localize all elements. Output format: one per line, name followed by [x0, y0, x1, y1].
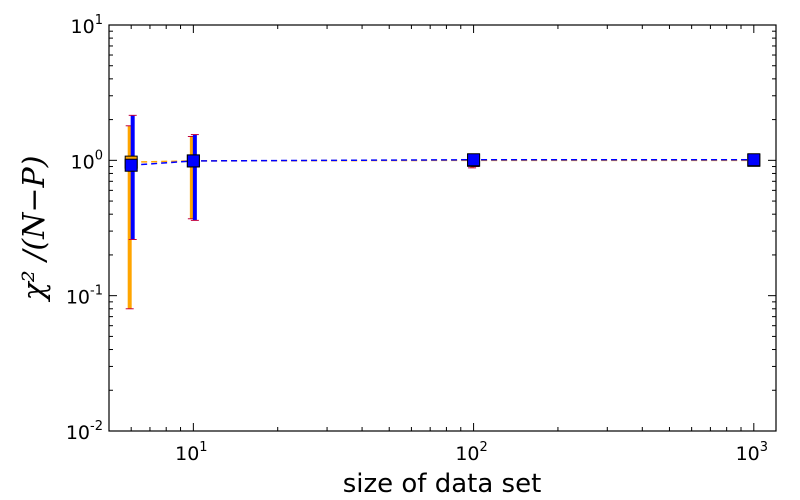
x-tick-label: 103 [736, 440, 768, 465]
x-tick-label: 102 [455, 440, 487, 465]
series-1-markers [124, 153, 761, 169]
data-point-marker [186, 154, 200, 168]
y-tick-label: 100 [71, 148, 103, 173]
series-2-markers [124, 153, 761, 172]
x-axis-label: size of data set [343, 469, 542, 499]
data-point-marker [467, 153, 481, 167]
plot-frame [108, 24, 777, 432]
x-tick-label: 101 [175, 440, 207, 465]
y-tick-label: 10-2 [66, 419, 103, 444]
y-tick-label: 10-1 [66, 284, 103, 309]
series-2 [128, 114, 760, 241]
data-point-marker [747, 153, 761, 167]
series-layer [124, 114, 761, 310]
series-line [131, 158, 754, 166]
data-point-marker [124, 158, 138, 172]
ticks-layer: 101 102 103 10-2 10-1 100 101 [66, 13, 776, 465]
y-tick-label: 101 [71, 13, 103, 38]
series-1 [125, 125, 757, 310]
y-axis-label: χ² /(N−P) [17, 156, 52, 303]
